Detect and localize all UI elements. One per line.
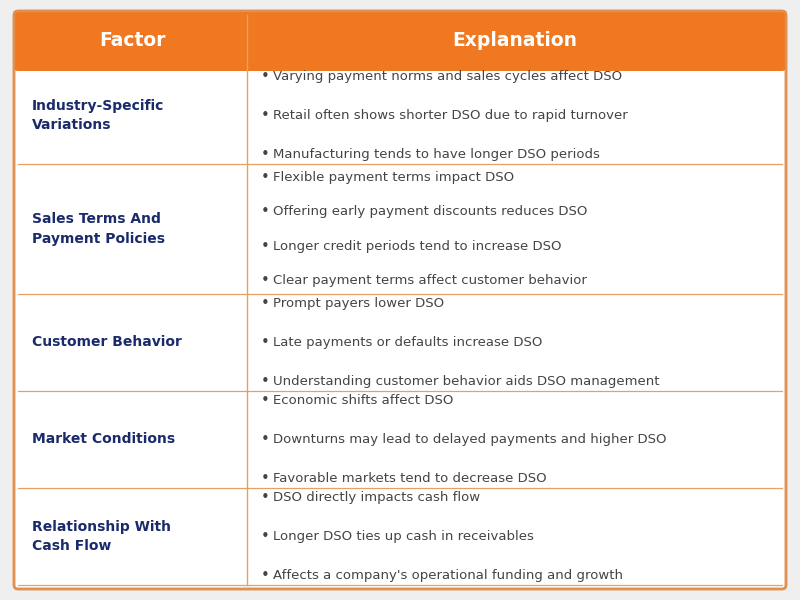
Text: Explanation: Explanation xyxy=(452,31,577,50)
Text: •: • xyxy=(261,470,270,485)
Text: Market Conditions: Market Conditions xyxy=(32,433,175,446)
Text: Clear payment terms affect customer behavior: Clear payment terms affect customer beha… xyxy=(273,274,587,287)
Text: Relationship With
Cash Flow: Relationship With Cash Flow xyxy=(32,520,171,553)
Text: •: • xyxy=(261,204,270,219)
Text: •: • xyxy=(261,374,270,389)
Text: •: • xyxy=(261,108,270,123)
Text: •: • xyxy=(261,147,270,162)
Text: Affects a company's operational funding and growth: Affects a company's operational funding … xyxy=(273,569,623,582)
Text: •: • xyxy=(261,296,270,311)
Text: Varying payment norms and sales cycles affect DSO: Varying payment norms and sales cycles a… xyxy=(273,70,622,83)
Text: Factor: Factor xyxy=(99,31,166,50)
Text: Industry-Specific
Variations: Industry-Specific Variations xyxy=(32,99,164,133)
Text: Manufacturing tends to have longer DSO periods: Manufacturing tends to have longer DSO p… xyxy=(273,148,600,161)
Text: Late payments or defaults increase DSO: Late payments or defaults increase DSO xyxy=(273,335,542,349)
FancyBboxPatch shape xyxy=(14,11,786,589)
Text: Understanding customer behavior aids DSO management: Understanding customer behavior aids DSO… xyxy=(273,374,660,388)
Text: DSO directly impacts cash flow: DSO directly impacts cash flow xyxy=(273,491,480,504)
Text: Customer Behavior: Customer Behavior xyxy=(32,335,182,349)
Text: Flexible payment terms impact DSO: Flexible payment terms impact DSO xyxy=(273,170,514,184)
Text: Downturns may lead to delayed payments and higher DSO: Downturns may lead to delayed payments a… xyxy=(273,433,666,446)
Text: Offering early payment discounts reduces DSO: Offering early payment discounts reduces… xyxy=(273,205,587,218)
Text: Longer credit periods tend to increase DSO: Longer credit periods tend to increase D… xyxy=(273,239,562,253)
Text: •: • xyxy=(261,273,270,288)
Text: Sales Terms And
Payment Policies: Sales Terms And Payment Policies xyxy=(32,212,165,245)
Text: •: • xyxy=(261,170,270,185)
Text: •: • xyxy=(261,239,270,254)
Text: •: • xyxy=(261,335,270,350)
Text: Longer DSO ties up cash in receivables: Longer DSO ties up cash in receivables xyxy=(273,530,534,543)
Text: •: • xyxy=(261,490,270,505)
Text: Favorable markets tend to decrease DSO: Favorable markets tend to decrease DSO xyxy=(273,472,547,485)
Text: Retail often shows shorter DSO due to rapid turnover: Retail often shows shorter DSO due to ra… xyxy=(273,109,628,122)
Text: Prompt payers lower DSO: Prompt payers lower DSO xyxy=(273,297,444,310)
Text: •: • xyxy=(261,432,270,447)
Text: •: • xyxy=(261,69,270,84)
Text: •: • xyxy=(261,393,270,408)
Text: •: • xyxy=(261,529,270,544)
Text: •: • xyxy=(261,568,270,583)
FancyBboxPatch shape xyxy=(14,11,786,71)
Bar xyxy=(18,41,782,67)
Text: Economic shifts affect DSO: Economic shifts affect DSO xyxy=(273,394,454,407)
